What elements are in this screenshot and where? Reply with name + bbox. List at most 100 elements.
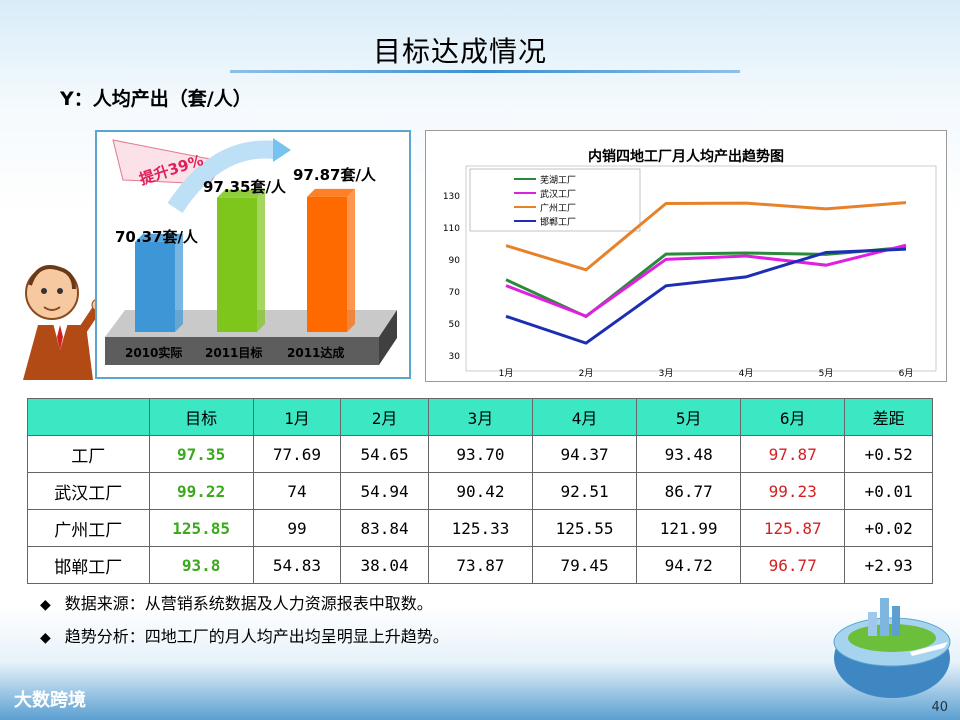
month-cell: 99.23 (740, 472, 846, 510)
presenter-icon (23, 265, 105, 380)
header-cell (27, 398, 150, 436)
table-row: 广州工厂 125.85 99 83.84 125.33 125.55 121.9… (27, 509, 933, 547)
header-cell: 6月 (740, 398, 846, 436)
note-text: 趋势分析：四地工厂的月人均产出均呈明显上升趋势。 (64, 627, 449, 646)
globe-city-icon (833, 598, 951, 698)
y-tick-label: 70 (449, 288, 461, 298)
diamond-bullet-icon: ◆ (40, 597, 51, 613)
y-tick-label: 90 (449, 256, 461, 266)
target-cell: 97.35 (148, 435, 254, 473)
gap-cell: +0.02 (844, 509, 933, 547)
month-cell: 94.37 (532, 435, 638, 473)
month-cell: 93.48 (636, 435, 742, 473)
bar-1 (217, 197, 257, 332)
header-cell: 目标 (148, 398, 254, 436)
header-cell: 3月 (427, 398, 534, 436)
month-cell: 83.84 (340, 509, 429, 547)
month-cell: 92.51 (532, 472, 638, 510)
bar-label-2011-target: 2011目标 (205, 345, 262, 360)
data-table: 目标 1月 2月 3月 4月 5月 6月 差距 工厂 97.35 77.69 5… (27, 398, 933, 584)
gap-cell: +0.01 (844, 472, 933, 510)
trend-chart-title: 内销四地工厂月人均产出趋势图 (588, 148, 784, 165)
target-cell: 93.8 (148, 546, 254, 584)
month-cell: 73.87 (427, 546, 534, 584)
legend-wuhu: 芜湖工厂 (540, 174, 576, 186)
bar-0 (135, 241, 175, 332)
series-line-3 (505, 247, 907, 345)
factory-name: 邯郸工厂 (27, 546, 150, 584)
bar-top-2 (307, 188, 355, 197)
legend-wuhan: 武汉工厂 (540, 188, 576, 200)
bar-value-2011-achieved: 97.87套/人 (293, 166, 377, 184)
month-cell: 93.70 (427, 435, 534, 473)
trend-chart-panel: 内销四地工厂月人均产出趋势图 芜湖工厂 武汉工厂 广州工厂 邯郸工厂 30 50 7… (425, 130, 947, 382)
bar-2 (307, 196, 347, 332)
trend-chart: 内销四地工厂月人均产出趋势图 芜湖工厂 武汉工厂 广州工厂 邯郸工厂 30 50 7… (443, 148, 937, 379)
month-cell: 125.87 (740, 509, 846, 547)
page-number: 40 (931, 700, 948, 715)
bar-chart-panel: 提升39% 2010实际 2011目标 2011达成 70.37套/人 97.3… (95, 130, 411, 379)
legend-guangzhou: 广州工厂 (540, 202, 576, 214)
x-tick-label: 2月 (579, 368, 594, 379)
note-item: ◆ 趋势分析：四地工厂的月人均产出均呈明显上升趋势。 (40, 621, 449, 654)
month-cell: 74 (252, 472, 342, 510)
month-cell: 38.04 (340, 546, 429, 584)
bar-value-2011-target: 97.35套/人 (203, 178, 287, 196)
legend-box (469, 168, 641, 232)
y-tick-label: 50 (449, 320, 461, 330)
month-cell: 121.99 (636, 509, 742, 547)
subtitle: Y：人均产出（套/人） (60, 88, 252, 110)
bar-label-2010: 2010实际 (125, 345, 182, 360)
month-cell: 54.65 (340, 435, 429, 473)
month-cell: 90.42 (427, 472, 534, 510)
y-tick-label: 130 (443, 192, 460, 202)
x-tick-label: 6月 (899, 368, 914, 379)
y-tick-label: 30 (449, 352, 461, 362)
x-tick-label: 1月 (499, 368, 514, 379)
month-cell: 96.77 (740, 546, 846, 584)
header-cell: 1月 (252, 398, 342, 436)
header-cell: 5月 (636, 398, 742, 436)
bar-top-1 (217, 189, 265, 198)
brand-logo-text: 大数跨境 (14, 690, 86, 711)
legend-handan: 邯郸工厂 (540, 216, 576, 228)
table-header-row: 目标 1月 2月 3月 4月 5月 6月 差距 (27, 398, 933, 436)
y-tick-label: 110 (443, 224, 460, 234)
factory-name: 广州工厂 (27, 509, 150, 547)
series-line-1 (505, 243, 907, 318)
diamond-bullet-icon: ◆ (40, 630, 51, 646)
month-cell: 86.77 (636, 472, 742, 510)
notes: ◆ 数据来源：从营销系统数据及人力资源报表中取数。 ◆ 趋势分析：四地工厂的月人均产… (40, 588, 449, 654)
bar-value-2010: 70.37套/人 (115, 228, 199, 246)
gap-cell: +2.93 (844, 546, 933, 584)
series-line-2 (505, 201, 907, 272)
month-cell: 94.72 (636, 546, 742, 584)
month-cell: 79.45 (532, 546, 638, 584)
note-item: ◆ 数据来源：从营销系统数据及人力资源报表中取数。 (40, 588, 449, 621)
header-cell: 4月 (532, 398, 638, 436)
header-cell: 差距 (844, 398, 933, 436)
table-row: 工厂 97.35 77.69 54.65 93.70 94.37 93.48 9… (27, 435, 933, 473)
gap-cell: +0.52 (844, 435, 933, 473)
x-tick-label: 5月 (819, 368, 834, 379)
factory-name: 工厂 (27, 435, 150, 473)
bar-side-0 (175, 233, 183, 332)
note-text: 数据来源：从营销系统数据及人力资源报表中取数。 (64, 594, 433, 613)
month-cell: 125.33 (427, 509, 534, 547)
month-cell: 99 (252, 509, 342, 547)
month-cell: 54.83 (252, 546, 342, 584)
bar-side-2 (347, 188, 355, 332)
slide-title: 目标达成情况 (372, 35, 547, 68)
table-row: 武汉工厂 99.22 74 54.94 90.42 92.51 86.77 99… (27, 472, 933, 510)
bar-label-2011-achieved: 2011达成 (287, 345, 344, 360)
target-cell: 99.22 (148, 472, 254, 510)
target-cell: 125.85 (148, 509, 254, 547)
bar-side-1 (257, 189, 265, 332)
bar-top-0 (135, 233, 183, 242)
month-cell: 77.69 (252, 435, 342, 473)
header-cell: 2月 (340, 398, 429, 436)
table-row: 邯郸工厂 93.8 54.83 38.04 73.87 79.45 94.72 … (27, 546, 933, 584)
title-underline (230, 70, 740, 73)
month-cell: 125.55 (532, 509, 638, 547)
x-tick-label: 4月 (739, 368, 754, 379)
